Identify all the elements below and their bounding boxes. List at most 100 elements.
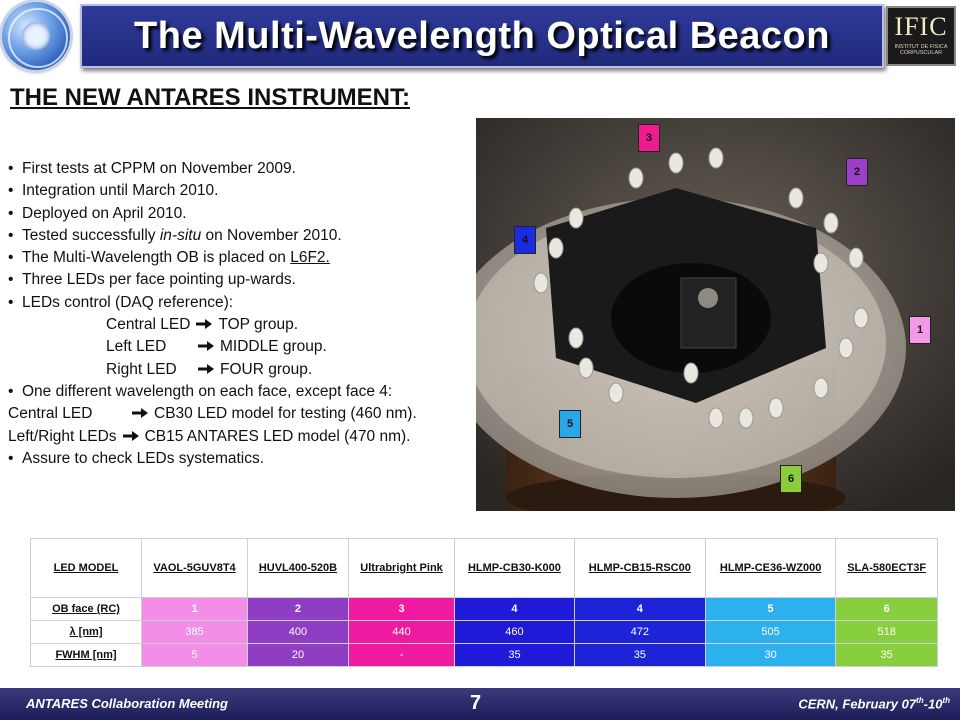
tag-label: 6: [787, 473, 795, 485]
sub-item-label: Left LED: [106, 338, 167, 356]
column-header: SLA-580ECT3F: [835, 538, 938, 598]
table-cell: 460: [454, 620, 575, 644]
sub-item-label: Right LED: [106, 360, 177, 378]
column-header: LED MODEL: [30, 538, 142, 598]
table-cell: 385: [140, 620, 249, 644]
sub-item-value: CB15 ANTARES LED model (470 nm).: [144, 427, 411, 445]
arrow-right-icon: [196, 319, 213, 330]
table-cell: 5: [140, 643, 249, 667]
bullet-text: on November 2010.: [201, 226, 342, 244]
antares-logo: [2, 2, 70, 70]
column-header: VAOL-5GUV8T4: [140, 538, 249, 598]
led-table: LED MODEL VAOL-5GUV8T4 HUVL400-520B Ultr…: [30, 538, 938, 667]
table-cell: 3: [347, 597, 456, 621]
table-row: OB face (RC) 1 2 3 4 4 5 6: [30, 597, 938, 621]
table-cell: 1: [140, 597, 249, 621]
beacon-photo: 3 2 4 1 5 6: [476, 118, 955, 511]
table-cell: -: [347, 643, 456, 667]
table-cell: 35: [573, 643, 706, 667]
sub-item-value: CB30 LED model for testing (460 nm).: [154, 405, 417, 423]
sub-item-value: FOUR group.: [220, 360, 313, 378]
table-cell: 4: [573, 597, 706, 621]
location-link[interactable]: L6F2.: [290, 249, 330, 267]
bullet-item: • Three LEDs per face pointing up-wards.: [8, 271, 296, 289]
column-header: HUVL400-520B: [247, 538, 349, 598]
face-tag-3: 3: [638, 124, 660, 152]
arrow-right-icon: [132, 408, 148, 419]
table-cell: 440: [347, 620, 456, 644]
face-tag-2: 2: [846, 158, 868, 186]
bullet-item: • Deployed on April 2010.: [8, 204, 187, 222]
bullet-text: First tests at CPPM on November 2009.: [22, 160, 296, 177]
bullet-item: • Assure to check LEDs systematics.: [8, 449, 265, 467]
bullet-text: One different wavelength on each face, e…: [22, 382, 393, 400]
sub-item: Right LED FOUR group.: [8, 359, 478, 381]
tag-label: 5: [566, 418, 574, 430]
tag-label: 3: [645, 132, 653, 144]
bullet-item: • LEDs control (DAQ reference):: [8, 293, 234, 311]
globe-icon: [22, 22, 50, 50]
sub-item-label: Central LED: [106, 316, 191, 334]
sub-item-value: MIDDLE group.: [220, 338, 327, 356]
arrow-right-icon: [122, 430, 139, 441]
bullet-text: Integration until March 2010.: [22, 182, 219, 200]
sub-item-value: TOP group.: [218, 316, 298, 334]
table-cell: 518: [835, 620, 938, 644]
table-row: λ [nm] 385 400 440 460 472 505 518: [30, 620, 938, 644]
bullet-item: • First tests at CPPM on November 2009.: [8, 160, 296, 177]
sub-item: Left/Right LEDs CB15 ANTARES LED model (4…: [8, 426, 478, 448]
footer-right-text: CERN, February 07th-10th: [798, 696, 950, 711]
logo-ring: [8, 8, 68, 68]
column-header: HLMP-CB30-K000: [454, 538, 575, 598]
page-number: 7: [470, 692, 482, 714]
table-cell: 505: [704, 620, 837, 644]
slide-title: The Multi-Wavelength Optical Beacon: [134, 14, 830, 57]
table-cell: 400: [247, 620, 349, 644]
footer-date: CERN, February 07: [798, 696, 917, 712]
beacon-illustration: [476, 118, 955, 511]
table-cell: 4: [454, 597, 575, 621]
column-header: HLMP-CE36-WZ000: [704, 538, 837, 598]
tag-label: 4: [521, 234, 529, 246]
footer-left-text: ANTARES Collaboration Meeting: [26, 696, 228, 711]
bullet-text: Deployed on April 2010.: [22, 204, 187, 222]
table-cell: 6: [835, 597, 938, 621]
row-label: FWHM [nm]: [30, 643, 142, 667]
table-cell: 2: [247, 597, 349, 621]
ific-logo-text: IFIC: [894, 12, 948, 41]
table-cell: 5: [704, 597, 837, 621]
bullet-text: Tested successfully: [22, 226, 160, 244]
sub-item: Central LED TOP group.: [8, 314, 478, 336]
row-label: λ [nm]: [30, 620, 142, 644]
table-cell: 472: [573, 620, 706, 644]
ific-logo: IFIC INSTITUT DE FISICA CORPUSCULAR: [886, 6, 956, 66]
sub-item-label: Central LED: [8, 405, 93, 423]
tag-label: 2: [853, 166, 861, 178]
ific-logo-subtext: INSTITUT DE FISICA CORPUSCULAR: [894, 44, 948, 56]
sub-item: Central LED CB30 LED model for testing (4…: [8, 403, 478, 425]
table-cell: 20: [247, 643, 349, 667]
column-header: Ultrabright Pink: [347, 538, 456, 598]
bullet-emphasis: in-situ: [159, 226, 202, 244]
section-heading: THE NEW ANTARES INSTRUMENT:: [10, 84, 410, 111]
bullet-text: Three LEDs per face pointing up-wards.: [22, 271, 296, 289]
arrow-right-icon: [198, 341, 214, 352]
sub-item-label: Left/Right LEDs: [8, 427, 117, 445]
sub-item: Left LED MIDDLE group.: [8, 336, 478, 358]
bullet-text: Assure to check LEDs systematics.: [22, 449, 265, 467]
table-header-row: LED MODEL VAOL-5GUV8T4 HUVL400-520B Ultr…: [30, 538, 938, 598]
face-tag-5: 5: [559, 410, 581, 438]
bullet-item: • The Multi-Wavelength OB is placed on L6…: [8, 249, 330, 267]
table-cell: 30: [704, 643, 837, 667]
bullet-text: LEDs control (DAQ reference):: [22, 293, 234, 311]
table-cell: 35: [835, 643, 938, 667]
footer-date: -10: [923, 696, 943, 712]
bullet-item: • Integration until March 2010.: [8, 182, 219, 200]
face-tag-1: 1: [909, 316, 931, 344]
tag-label: 1: [916, 324, 924, 336]
bullet-item: • Tested successfully in-situ on November…: [8, 226, 342, 244]
bullet-text: The Multi-Wavelength OB is placed on: [22, 249, 291, 267]
table-cell: 35: [454, 643, 575, 667]
arrow-right-icon: [198, 363, 214, 374]
column-header: HLMP-CB15-RSC00: [573, 538, 706, 598]
